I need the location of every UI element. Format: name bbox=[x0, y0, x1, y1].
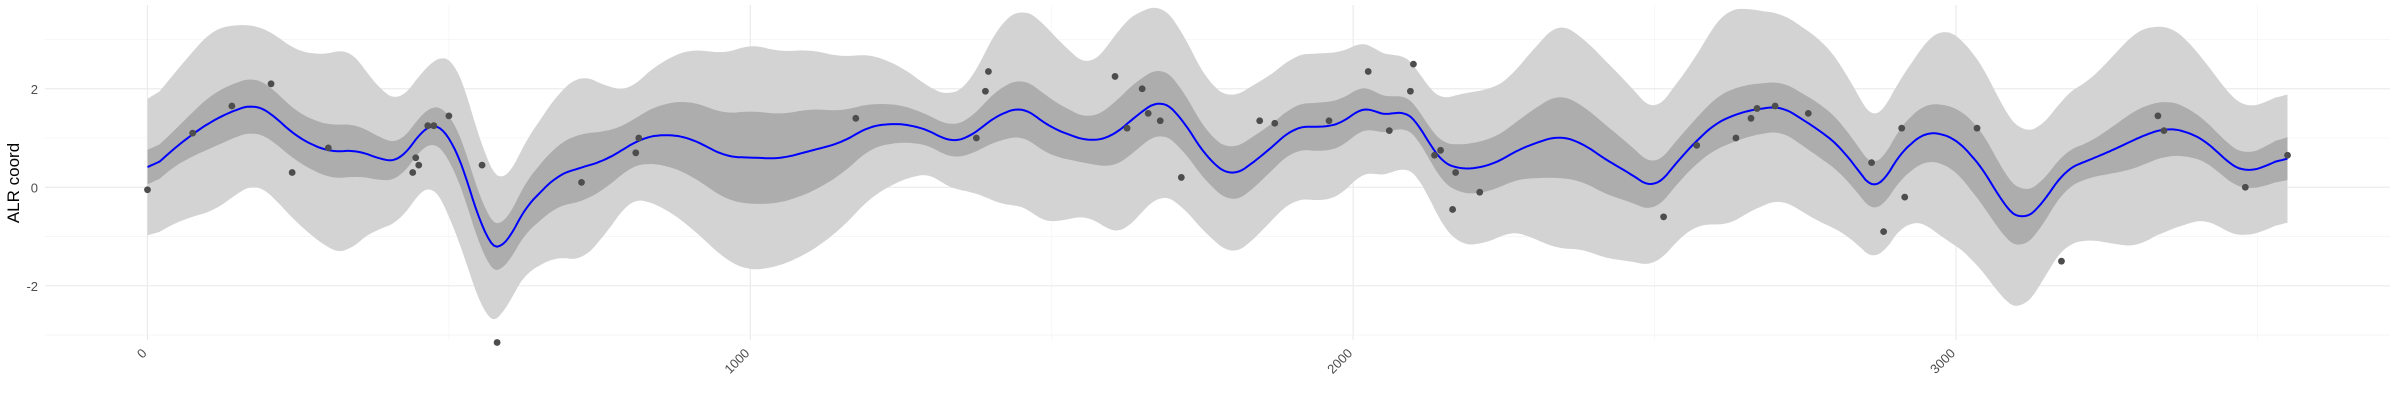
x-tick-label: 3000 bbox=[1927, 346, 1958, 377]
observation-point bbox=[415, 161, 423, 169]
observation-point bbox=[1123, 124, 1131, 132]
observation-point bbox=[445, 112, 453, 120]
observation-point bbox=[1449, 206, 1457, 213]
observation-point bbox=[228, 102, 236, 110]
observation-point bbox=[2160, 127, 2168, 135]
observation-point bbox=[578, 178, 585, 186]
observation-point bbox=[144, 186, 151, 194]
observation-point bbox=[189, 129, 197, 137]
observation-point bbox=[1364, 68, 1372, 75]
y-axis-title: ALR coord bbox=[4, 143, 23, 223]
observation-point bbox=[1804, 109, 1812, 117]
observation-point bbox=[478, 161, 486, 169]
mean-line bbox=[147, 102, 2288, 248]
observation-point bbox=[424, 122, 432, 130]
observation-point bbox=[632, 149, 640, 157]
observation-point bbox=[324, 144, 332, 152]
x-tick-label: 0 bbox=[134, 346, 150, 362]
observation-point bbox=[267, 80, 275, 88]
y-tick-labels: -2 0 2 bbox=[26, 82, 38, 294]
observation-point bbox=[1256, 117, 1264, 125]
observation-point bbox=[1476, 188, 1484, 196]
observation-point bbox=[2058, 257, 2065, 265]
observation-points bbox=[144, 60, 2291, 346]
observation-point bbox=[1385, 127, 1393, 135]
observation-point bbox=[288, 169, 296, 176]
observation-point bbox=[2154, 112, 2162, 120]
observation-point bbox=[635, 134, 643, 142]
observation-point bbox=[1452, 169, 1460, 176]
observation-point bbox=[1880, 228, 1888, 236]
observation-point bbox=[1747, 114, 1755, 122]
observation-point bbox=[1753, 105, 1761, 112]
observation-point bbox=[1325, 117, 1333, 125]
observation-point bbox=[1111, 73, 1119, 80]
observation-point bbox=[1138, 85, 1146, 93]
observation-point bbox=[985, 68, 992, 75]
observation-point bbox=[1901, 193, 1909, 201]
observation-point bbox=[493, 339, 501, 346]
observation-point bbox=[1973, 124, 1981, 132]
observation-point bbox=[1177, 174, 1185, 181]
observation-point bbox=[2284, 151, 2291, 159]
x-tick-label: 2000 bbox=[1324, 346, 1355, 377]
observation-point bbox=[982, 87, 989, 95]
observation-point bbox=[972, 134, 980, 142]
observation-point bbox=[1431, 151, 1438, 159]
y-tick-label: -2 bbox=[26, 279, 38, 294]
observation-point bbox=[1271, 119, 1279, 127]
observation-point bbox=[1693, 142, 1701, 149]
y-tick-label: 2 bbox=[31, 82, 38, 97]
x-tick-labels: 0 1000 2000 3000 bbox=[134, 346, 1958, 377]
observation-point bbox=[1771, 102, 1779, 110]
x-tick-label: 1000 bbox=[721, 346, 752, 377]
observation-point bbox=[1732, 134, 1740, 142]
observation-point bbox=[1868, 159, 1875, 167]
observation-point bbox=[430, 122, 438, 130]
observation-point bbox=[412, 154, 420, 162]
y-tick-label: 0 bbox=[31, 180, 38, 195]
observation-point bbox=[1437, 146, 1444, 154]
observation-point bbox=[1156, 117, 1164, 125]
observation-point bbox=[1144, 109, 1152, 117]
observation-point bbox=[1660, 213, 1667, 221]
observation-point bbox=[1407, 87, 1414, 95]
observation-point bbox=[409, 169, 417, 176]
observation-point bbox=[1410, 60, 1417, 68]
observation-point bbox=[852, 114, 860, 122]
observation-point bbox=[1898, 124, 1906, 132]
observation-point bbox=[2241, 183, 2249, 191]
